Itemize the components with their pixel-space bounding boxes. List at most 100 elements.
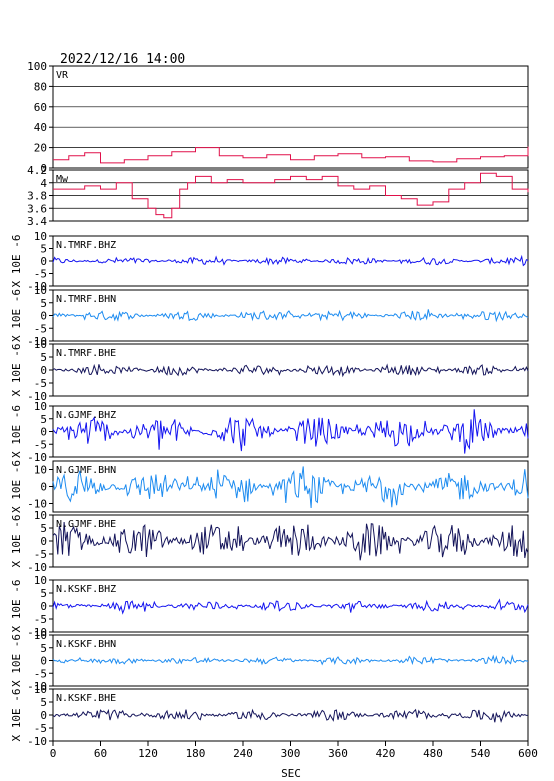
y-tick-label: -5 (34, 377, 47, 390)
x-tick-label: 480 (423, 747, 443, 760)
panel-label: N.KSKF.BHE (56, 693, 116, 704)
y-tick-label: 0 (40, 709, 47, 722)
y-tick-label: 60 (34, 101, 47, 114)
panel-frame (52, 405, 529, 458)
panel-label: N.KSKF.BHZ (56, 584, 116, 595)
y-tick-label: 0 (40, 162, 47, 175)
y-tick-label: -10 (27, 735, 47, 748)
series-line (52, 309, 529, 323)
x-tick-label: 120 (138, 747, 158, 760)
x-tick-label: 420 (376, 747, 396, 760)
y-tick-label: 10 (34, 464, 47, 477)
x-tick-label: 600 (518, 747, 538, 760)
y-unit-label: X 10E -6 (10, 634, 23, 687)
y-unit-label: X 10E -6 (10, 405, 23, 458)
y-tick-label: 5 (40, 587, 47, 600)
y-tick-label: -10 (27, 626, 47, 639)
y-tick-label: 0 (40, 481, 47, 494)
x-tick-label: 360 (328, 747, 348, 760)
y-tick-label: -5 (34, 268, 47, 281)
series-line (52, 254, 529, 267)
y-tick-label: -5 (34, 548, 47, 561)
panel-label: N.TMRF.BHE (56, 348, 116, 359)
x-axis-label: SEC (281, 767, 301, 780)
panel-frame (52, 579, 529, 633)
panel-label: N.GJMF.BHE (56, 519, 116, 530)
series-line (52, 654, 529, 666)
y-tick-label: 10 (34, 230, 47, 243)
y-tick-label: -10 (27, 335, 47, 348)
series-line (52, 466, 529, 509)
panel-label: N.GJMF.BHZ (56, 410, 116, 421)
x-tick-label: 540 (471, 747, 491, 760)
x-axis: 0 60 120 180 240 300 360 420 480 540 600 (50, 741, 538, 760)
y-unit-label: X 10E -6 (10, 689, 23, 742)
x-tick-label: 0 (50, 747, 57, 760)
y-tick-label: 0 (40, 255, 47, 268)
series-line (52, 409, 529, 454)
y-tick-label: 5 (40, 413, 47, 426)
y-tick-label: -10 (27, 680, 47, 693)
y-tick-label: 10 (34, 683, 47, 696)
panel-mw: 3.43.63.844.2 Mw (27, 164, 529, 228)
panel-frame (52, 65, 529, 169)
series-line (53, 146, 529, 164)
series-line (52, 363, 529, 378)
panel-frame (52, 634, 529, 687)
panel-vr: 0 20 40 60 80 100 VR (27, 60, 529, 175)
x-tick-label: 300 (281, 747, 301, 760)
panel-label: Mw (56, 174, 69, 185)
y-tick-label: 0 (40, 426, 47, 439)
y-tick-label: 5 (40, 243, 47, 256)
y-tick-label: -5 (34, 322, 47, 335)
y-tick-label: 40 (34, 121, 47, 134)
panel-frame (52, 289, 529, 342)
y-tick-label: 3.8 (27, 190, 47, 203)
y-tick-label: 10 (34, 284, 47, 297)
y-tick-label: 0 (40, 655, 47, 668)
y-unit-label: X 10E -6 (10, 515, 23, 568)
series-line (53, 172, 529, 219)
y-tick-label: 3.6 (27, 202, 47, 215)
y-tick-label: 0 (40, 600, 47, 613)
y-tick-label: 10 (34, 574, 47, 587)
x-tick-label: 180 (186, 747, 206, 760)
y-tick-label: -10 (27, 280, 47, 293)
y-tick-label: 80 (34, 80, 47, 93)
panel-label: N.TMRF.BHZ (56, 240, 116, 251)
panel-frame (52, 235, 529, 287)
y-tick-label: 0 (40, 535, 47, 548)
y-tick-label: 5 (40, 642, 47, 655)
y-tick-label: 10 (34, 400, 47, 413)
y-tick-label: 10 (34, 509, 47, 522)
x-tick-label: 60 (94, 747, 107, 760)
y-tick-label: -5 (34, 438, 47, 451)
y-unit-label: X 10E -6 (10, 289, 23, 342)
panel-label: N.KSKF.BHN (56, 639, 116, 650)
y-tick-label: 5 (40, 696, 47, 709)
y-tick-label: 0 (40, 364, 47, 377)
y-unit-label: X 10E -6 (10, 580, 23, 633)
y-tick-label: 0 (40, 310, 47, 323)
y-tick-label: 5 (40, 297, 47, 310)
y-tick-label: 10 (34, 338, 47, 351)
y-tick-label: -10 (27, 561, 47, 574)
y-tick-label: -10 (27, 498, 47, 511)
panel-label: N.TMRF.BHN (56, 294, 116, 305)
y-tick-label: -5 (34, 613, 47, 626)
x-tick-label: 240 (233, 747, 253, 760)
panel-label: VR (56, 70, 69, 81)
y-tick-label: 5 (40, 351, 47, 364)
y-tick-label: -5 (34, 722, 47, 735)
series-line (52, 521, 529, 561)
panel-n-gjmf-bhn: -10 0 10 N.GJMF.BHN X 10E -6 (10, 460, 529, 513)
y-tick-label: 5 (40, 522, 47, 535)
y-tick-label: 4 (40, 177, 47, 190)
